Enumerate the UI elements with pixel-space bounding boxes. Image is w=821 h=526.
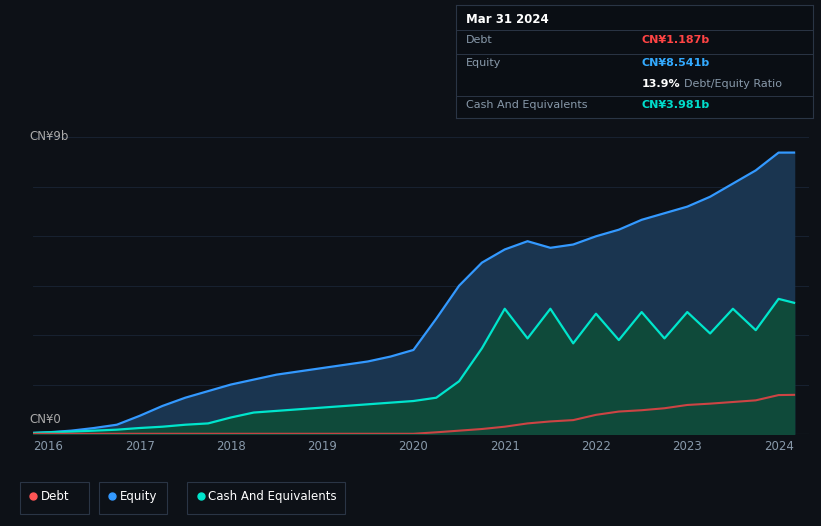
FancyBboxPatch shape — [20, 482, 89, 514]
Text: CN¥0: CN¥0 — [29, 413, 61, 426]
FancyBboxPatch shape — [187, 482, 345, 514]
Text: CN¥3.981b: CN¥3.981b — [641, 100, 709, 110]
Text: Debt/Equity Ratio: Debt/Equity Ratio — [684, 79, 782, 89]
Text: CN¥9b: CN¥9b — [29, 130, 68, 144]
FancyBboxPatch shape — [99, 482, 167, 514]
Text: Mar 31 2024: Mar 31 2024 — [466, 13, 549, 26]
Text: Equity: Equity — [120, 490, 157, 503]
Text: CN¥1.187b: CN¥1.187b — [641, 35, 709, 45]
Text: Cash And Equivalents: Cash And Equivalents — [209, 490, 337, 503]
Text: Cash And Equivalents: Cash And Equivalents — [466, 100, 588, 110]
Text: Debt: Debt — [41, 490, 70, 503]
Text: 13.9%: 13.9% — [641, 79, 680, 89]
Text: Equity: Equity — [466, 58, 502, 68]
Text: Debt: Debt — [466, 35, 493, 45]
Text: CN¥8.541b: CN¥8.541b — [641, 58, 709, 68]
